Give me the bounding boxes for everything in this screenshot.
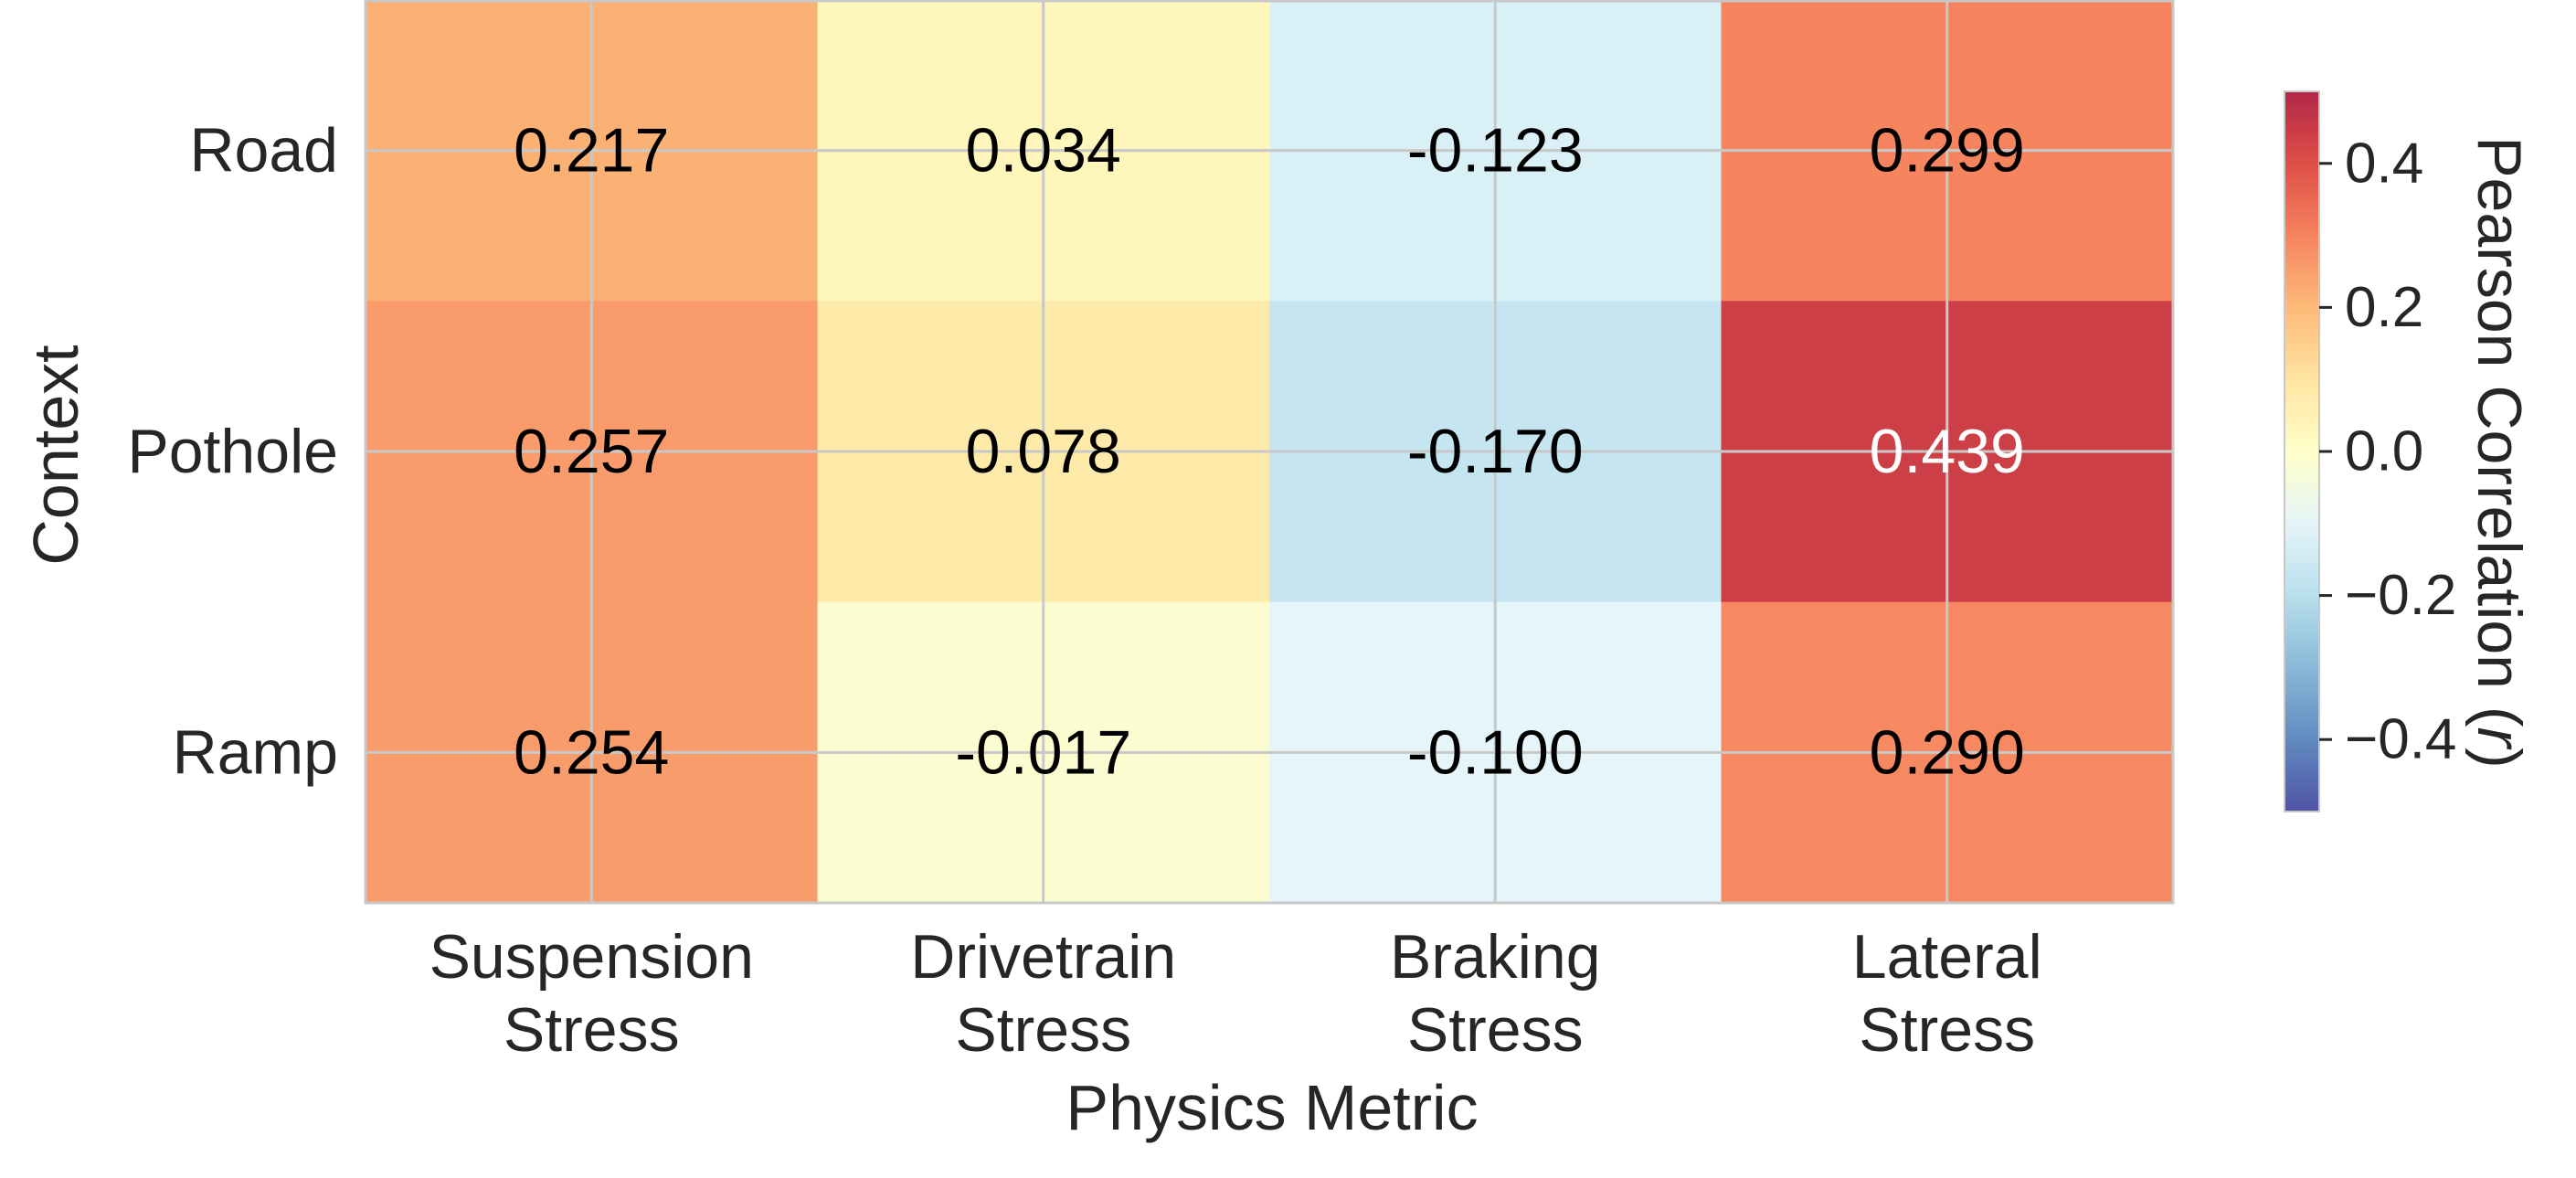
cell-value-r1-c0: 0.257 [514, 417, 669, 486]
cell-value-r0-c3: 0.299 [1870, 116, 2025, 186]
cell-value-r2-c3: 0.290 [1870, 717, 2025, 787]
cell-value-r2-c1: -0.017 [955, 717, 1131, 787]
cell-value-r2-c2: -0.100 [1407, 717, 1584, 787]
cell-value-r1-c2: -0.170 [1407, 417, 1584, 486]
x-tick-label-0-line1: Suspension [429, 922, 754, 992]
x-tick-label-0-line2: Stress [504, 995, 680, 1065]
colorbar-tick-label-2: 0.0 [2345, 420, 2423, 483]
x-tick-label-3: Lateral Stress [1852, 922, 2042, 1065]
plot-frame [364, 0, 2175, 905]
colorbar-ticks: 0.4 0.2 0.0 −0.2 −0.4 [2319, 132, 2456, 771]
colorbar-tick-label-3: −0.2 [2345, 564, 2456, 627]
cell-value-r2-c0: 0.254 [514, 717, 669, 787]
cell-value-r1-c3: 0.439 [1870, 417, 2025, 486]
x-tick-label-2-line2: Stress [1407, 995, 1584, 1065]
colorbar-gradient [2284, 90, 2320, 812]
x-tick-label-1-line1: Drivetrain [910, 922, 1176, 992]
y-tick-label-1: Pothole [127, 417, 338, 486]
colorbar: 0.4 0.2 0.0 −0.2 −0.4 Pearson Correlation (r… [2284, 90, 2534, 812]
cell-value-r0-c1: 0.034 [966, 116, 1121, 186]
colorbar-title-end: ) [2465, 748, 2534, 769]
x-axis-title: Physics Metric [1065, 1072, 1478, 1143]
x-tick-label-3-line1: Lateral [1852, 922, 2042, 992]
x-tick-label-1: Drivetrain Stress [910, 922, 1176, 1065]
heatmap-value-labels: 0.217 0.034 -0.123 0.299 0.257 0.078 -0.170 0.4… [514, 116, 2025, 788]
cell-value-r0-c2: -0.123 [1407, 116, 1584, 186]
x-tick-label-2: Braking Stress [1390, 922, 1601, 1065]
colorbar-title-main: Pearson Correlation ( [2465, 136, 2534, 727]
x-tick-label-0: Suspension Stress [429, 922, 754, 1065]
cell-value-r0-c0: 0.217 [514, 116, 669, 186]
colorbar-title-variable: r [2465, 727, 2534, 750]
heatmap-gridlines [364, 0, 2175, 905]
colorbar-tick-label-0: 0.4 [2345, 132, 2423, 195]
y-tick-label-0: Road [189, 116, 338, 186]
y-axis-title: Context [20, 345, 91, 565]
y-tick-label-2: Ramp [173, 717, 338, 787]
colorbar-tick-label-4: −0.4 [2345, 708, 2456, 771]
cell-value-r1-c1: 0.078 [966, 417, 1121, 486]
colorbar-title: Pearson Correlation (r) [2465, 136, 2534, 769]
colorbar-tick-label-1: 0.2 [2345, 276, 2423, 339]
y-axis-tick-labels: Road Pothole Ramp [127, 116, 338, 788]
x-tick-label-3-line2: Stress [1859, 995, 2035, 1065]
x-tick-label-1-line2: Stress [955, 995, 1131, 1065]
x-tick-label-2-line1: Braking [1390, 922, 1601, 992]
